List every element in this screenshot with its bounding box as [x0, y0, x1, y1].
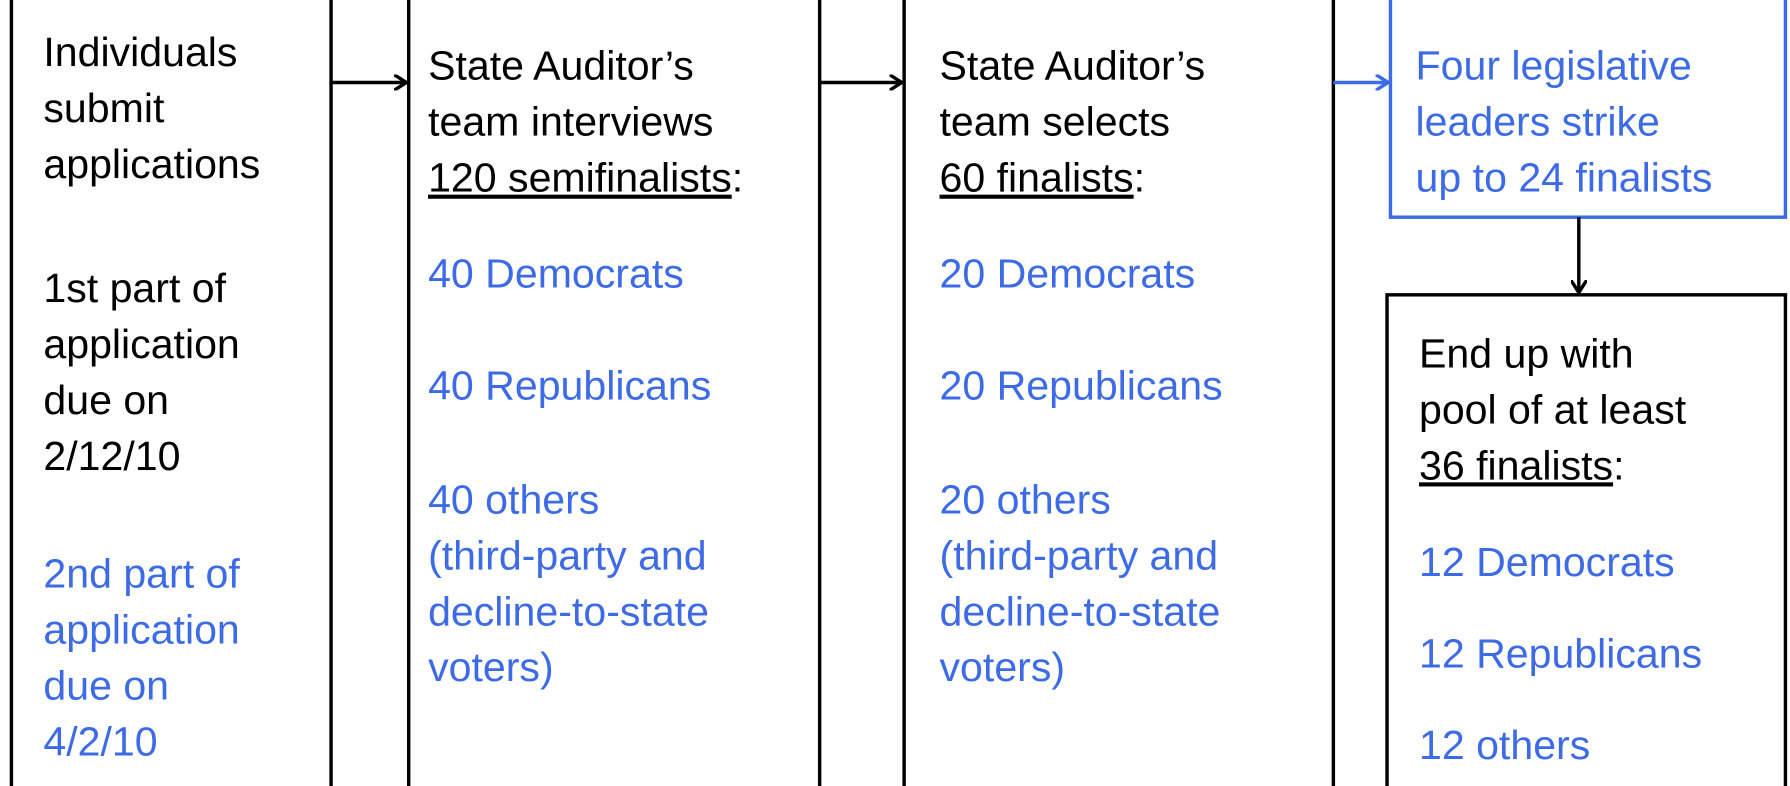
text-line: applications — [43, 141, 260, 187]
text-line: pool of at least — [1419, 386, 1687, 432]
text-line: decline-to-state — [428, 588, 709, 634]
box — [406, 0, 822, 786]
text-line: 2/12/10 — [43, 433, 180, 479]
text-line: (third-party and — [940, 532, 1219, 578]
text-line: 120 semifinalists: — [428, 155, 743, 201]
box — [902, 0, 1336, 786]
arrows — [331, 82, 1579, 292]
text-line: leaders strike — [1416, 99, 1660, 145]
boxes — [9, 0, 1788, 786]
texts: Individuals submit applications 1st part of… — [43, 29, 1712, 768]
box — [9, 0, 333, 786]
text-line: voters) — [940, 644, 1066, 690]
text-line: 4/2/10 — [43, 718, 157, 764]
text-line: team selects — [940, 99, 1171, 145]
text-line: 12 others — [1419, 722, 1590, 768]
text-line: application — [43, 321, 239, 367]
text-line: State Auditor’s — [428, 43, 694, 89]
text-line: up to 24 finalists — [1416, 155, 1713, 201]
underlined-text: 36 finalists — [1419, 442, 1613, 488]
text-line: voters) — [428, 644, 554, 690]
underlined-text: 120 semifinalists — [428, 155, 732, 201]
text-line: Individuals — [43, 29, 237, 75]
underlined-text: 60 finalists — [940, 155, 1134, 201]
text-line: 20 others — [940, 476, 1111, 522]
text-line: 40 others — [428, 476, 599, 522]
box — [1388, 0, 1788, 219]
text-line: 60 finalists: — [940, 155, 1146, 201]
text-line: Four legislative — [1416, 43, 1692, 89]
text-line: 20 Democrats — [940, 250, 1196, 296]
text-suffix: : — [1134, 155, 1145, 201]
text-line: 2nd part of — [43, 551, 240, 597]
text-line: State Auditor’s — [940, 43, 1206, 89]
text-line: submit — [43, 85, 165, 131]
text-line: team interviews — [428, 99, 713, 145]
text-line: 1st part of — [43, 265, 226, 311]
text-line: application — [43, 607, 239, 653]
text-suffix: : — [1613, 442, 1624, 488]
text-line: 20 Republicans — [940, 362, 1223, 408]
text-line: due on — [43, 663, 169, 709]
box — [1385, 293, 1788, 786]
text-line: (third-party and — [428, 532, 707, 578]
text-line: decline-to-state — [940, 588, 1221, 634]
text-suffix: : — [732, 155, 743, 201]
text-line: 40 Democrats — [428, 250, 684, 296]
text-line: 12 Democrats — [1419, 539, 1675, 585]
text-line: End up with — [1419, 330, 1634, 376]
text-line: 12 Republicans — [1419, 631, 1702, 677]
text-line: 36 finalists: — [1419, 442, 1625, 488]
text-line: 40 Republicans — [428, 362, 711, 408]
text-line: due on — [43, 377, 169, 423]
